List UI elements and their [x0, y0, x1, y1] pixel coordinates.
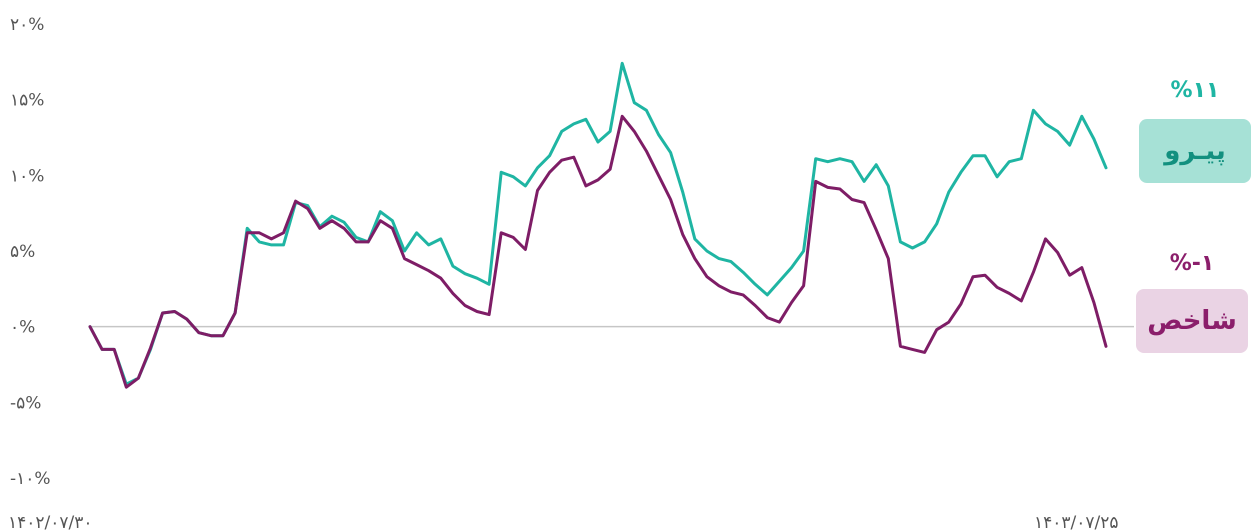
series-1-final-value: %-۱	[1169, 251, 1215, 276]
series-line-0	[88, 61, 1108, 386]
y-tick-label: ۰%	[10, 318, 35, 338]
y-axis-ticks: -۱۰% -۵% ۰% ۵% ۱۰% ۱۵% ۲۰%	[10, 15, 51, 489]
y-tick-label: ۵%	[10, 242, 35, 262]
y-tick-label: ۲۰%	[10, 15, 44, 35]
y-tick-label: ۱۵%	[10, 91, 44, 111]
y-tick-label: -۵%	[10, 393, 41, 413]
series-0-final-value: %۱۱	[1170, 78, 1220, 103]
x-axis-start-label: ۱۴۰۲/۰۷/۳۰	[8, 513, 93, 532]
series-1-legend-badge: شاخص	[1136, 289, 1248, 353]
y-tick-label: ۱۰%	[10, 166, 44, 186]
y-tick-label: -۱۰%	[10, 469, 51, 489]
x-axis-end-label: ۱۴۰۳/۰۷/۲۵	[1034, 513, 1119, 532]
series-0-legend-badge: پیـرو	[1139, 119, 1251, 183]
series-layer	[88, 61, 1108, 389]
series-line-1	[88, 114, 1108, 389]
